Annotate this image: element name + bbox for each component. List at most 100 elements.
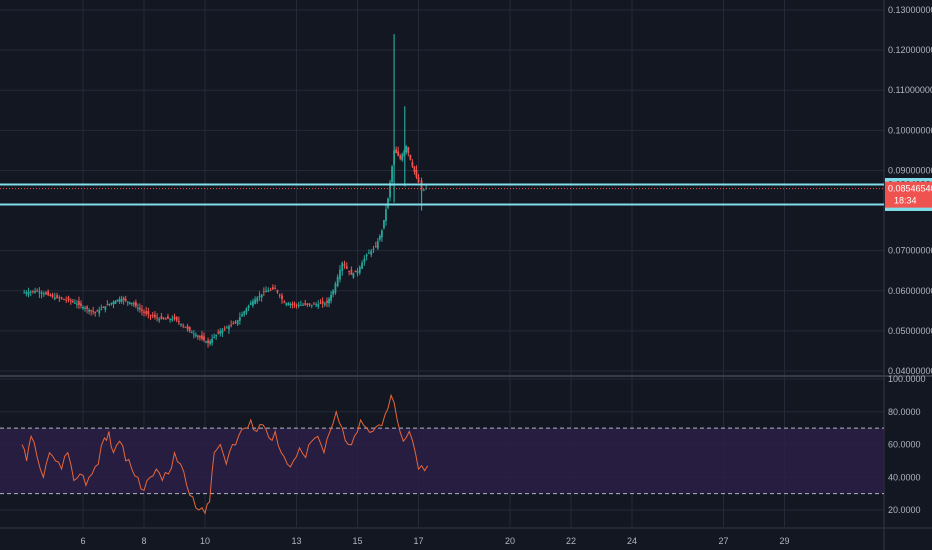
candle-body (84, 307, 86, 309)
candle-body (258, 295, 261, 297)
candle-body (217, 332, 220, 334)
candle-body (182, 325, 185, 327)
candle-body (304, 303, 307, 305)
candle-body (341, 262, 344, 272)
candle-body (308, 303, 311, 305)
candle-body (175, 317, 178, 321)
candle-body (29, 291, 32, 293)
candle-body (265, 290, 267, 293)
candle-body (276, 290, 279, 293)
candle-body (399, 155, 402, 159)
candle-body (283, 301, 286, 303)
candle-body (422, 189, 425, 191)
candle-body (27, 291, 30, 295)
candle-body (171, 318, 174, 321)
candle-body (160, 316, 163, 319)
candle-body (249, 302, 252, 305)
candle-body (391, 166, 393, 183)
time-axis-tick: 29 (779, 536, 789, 546)
candle-body (184, 326, 187, 328)
candle-body (345, 266, 348, 269)
candle-body (291, 304, 294, 306)
candle-body (285, 303, 288, 305)
candle-body (120, 299, 123, 302)
candle-body (221, 329, 224, 334)
rsi-axis-tick: 40.0000 (888, 472, 921, 482)
candle-body (376, 241, 379, 249)
candle-body (158, 318, 161, 321)
candle-body (293, 303, 296, 305)
candle-body (139, 307, 141, 310)
price-axis-tick: 0.10000000 (888, 125, 932, 135)
candle-body (232, 323, 235, 325)
candle-body (56, 295, 58, 298)
candle-body (25, 292, 28, 294)
rsi-axis-tick: 60.0000 (888, 440, 921, 450)
time-axis-tick: 20 (505, 536, 515, 546)
price-axis-tick: 0.06000000 (888, 286, 932, 296)
rsi-axis-tick: 80.0000 (888, 407, 921, 417)
candle-body (114, 300, 117, 304)
candle-body (73, 302, 76, 304)
time-axis-tick: 27 (718, 536, 728, 546)
candle-body (53, 297, 56, 300)
candle-body (323, 303, 326, 305)
candle-body (238, 317, 241, 321)
candle-body (299, 304, 302, 306)
candle-body (215, 334, 218, 337)
candle-body (350, 269, 353, 275)
candle-body (343, 264, 346, 266)
candle-body (47, 291, 50, 296)
candle-body (110, 302, 113, 304)
candle-body (236, 320, 239, 325)
candle-body (69, 300, 72, 302)
bar-countdown: 18:34 (894, 196, 917, 206)
candle-body (141, 309, 143, 312)
time-axis-tick: 24 (627, 536, 637, 546)
candle-body (383, 219, 385, 229)
candle-body (49, 294, 52, 296)
candle-body (82, 306, 84, 309)
candle-body (118, 298, 121, 302)
candle-body (243, 311, 246, 315)
candle-body (289, 303, 292, 305)
candle-body (164, 318, 167, 320)
candle-body (363, 258, 366, 263)
candle-body (361, 262, 363, 269)
last-price-tag (885, 181, 932, 208)
candle-body (130, 302, 133, 304)
candle-body (271, 287, 274, 290)
candle-body (88, 309, 90, 312)
candle-body (145, 311, 148, 314)
candle-body (147, 310, 150, 315)
candle-body (278, 294, 281, 296)
candle-body (245, 308, 248, 313)
candle-body (124, 298, 127, 301)
candle-body (387, 198, 389, 208)
candle-body (413, 166, 416, 172)
candle-body (106, 304, 109, 306)
candle-body (156, 317, 158, 319)
candle-body (23, 292, 26, 294)
candle-body (306, 303, 309, 305)
candle-body (352, 273, 355, 278)
candle-body (112, 301, 115, 305)
candle-body (415, 169, 418, 178)
candle-body (378, 235, 381, 240)
candle-body (90, 310, 93, 312)
candle-body (122, 298, 125, 301)
candle-body (219, 330, 222, 334)
candle-body (368, 252, 370, 254)
candle-body (51, 294, 54, 297)
candle-body (374, 246, 377, 248)
candle-body (313, 303, 315, 305)
candle-body (196, 335, 199, 337)
candle-body (330, 294, 332, 301)
rsi-axis-tick: 20.0000 (888, 505, 921, 515)
time-axis-tick: 6 (80, 536, 85, 546)
candle-body (60, 297, 63, 299)
time-axis-tick: 13 (291, 536, 301, 546)
time-axis-tick: 17 (413, 536, 423, 546)
rsi-line (21, 393, 429, 515)
